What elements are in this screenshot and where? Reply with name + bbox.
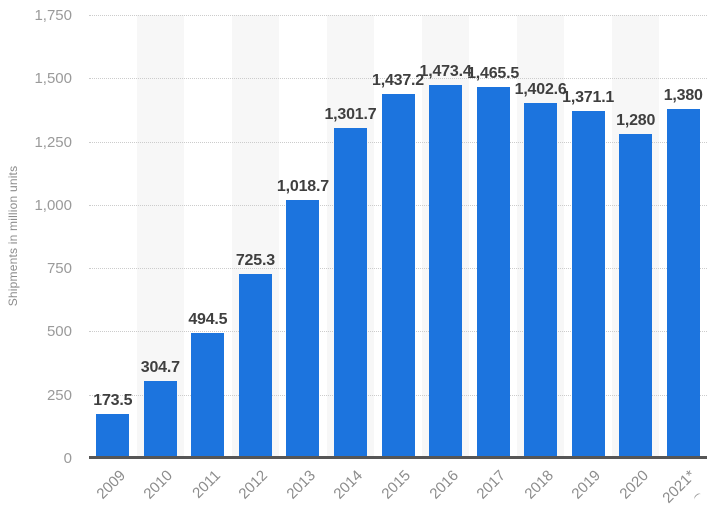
bar-2018[interactable] <box>524 102 558 458</box>
bar-2021[interactable] <box>666 108 700 458</box>
bar-2012[interactable] <box>238 274 272 458</box>
bar-value-label: 1,280 <box>616 111 656 129</box>
bar-2013[interactable] <box>286 200 320 458</box>
x-tick-label: 2010 <box>140 467 177 503</box>
x-tick-label: 2017 <box>473 467 510 503</box>
x-tick-label: 2013 <box>283 467 319 503</box>
y-tick-label: 1,750 <box>34 7 72 24</box>
x-tick-label: 2015 <box>378 467 415 503</box>
bar-2011[interactable] <box>191 332 225 458</box>
bar-2009[interactable] <box>96 414 130 458</box>
bar-value-label: 1,371.1 <box>562 88 615 106</box>
y-tick-label: 250 <box>46 386 72 404</box>
x-tick-label: 2014 <box>330 467 367 503</box>
bar-2019[interactable] <box>571 110 605 458</box>
x-tick-label: 2019 <box>568 467 605 503</box>
x-tick-label: 2016 <box>425 467 462 503</box>
gridline <box>89 15 707 16</box>
bar-2016[interactable] <box>429 85 463 458</box>
bar-value-label: 1,437.2 <box>372 72 424 90</box>
bar-value-label: 1,402.6 <box>514 80 567 98</box>
bar-value-label: 494.5 <box>188 310 228 328</box>
gridline <box>89 78 707 80</box>
bar-2015[interactable] <box>381 94 415 458</box>
plot-area: 173.5 304.7 494.5 725.3 1,018.7 1,301.7 1,437.… <box>89 15 707 458</box>
bar-2020[interactable] <box>619 133 653 458</box>
bar-value-label: 173.5 <box>93 392 133 410</box>
x-tick-label: 2021* <box>659 467 700 507</box>
y-tick-label: 0 <box>63 450 72 467</box>
bar-value-label: 1,380 <box>663 86 703 104</box>
bar-value-label: 1,473.4 <box>419 63 472 81</box>
y-tick-label: 750 <box>46 260 72 278</box>
y-tick-label: 1,000 <box>34 196 72 214</box>
bar-2017[interactable] <box>476 87 510 458</box>
x-tick-label: 2012 <box>235 467 272 503</box>
cropped-edge-mark <box>693 492 703 502</box>
x-tick-label: 2020 <box>616 467 652 503</box>
bar-value-label: 1,301.7 <box>324 106 377 124</box>
y-tick-label: 1,500 <box>34 70 72 88</box>
bar-value-label: 725.3 <box>235 252 275 270</box>
bar-value-label: 1,465.5 <box>467 65 520 83</box>
x-tick-label: 2018 <box>521 467 557 503</box>
x-tick-label: 2009 <box>93 467 129 503</box>
y-tick-label: 500 <box>46 323 72 341</box>
x-axis-line <box>89 456 707 459</box>
x-tick-label: 2011 <box>189 467 224 502</box>
y-tick-label: 1,250 <box>34 133 72 151</box>
bar-value-label: 1,018.7 <box>276 178 329 196</box>
y-axis-label: Shipments in million units <box>6 165 20 307</box>
bar-2014[interactable] <box>333 128 367 458</box>
bar-value-label: 304.7 <box>140 358 180 376</box>
bar-2010[interactable] <box>143 380 177 458</box>
